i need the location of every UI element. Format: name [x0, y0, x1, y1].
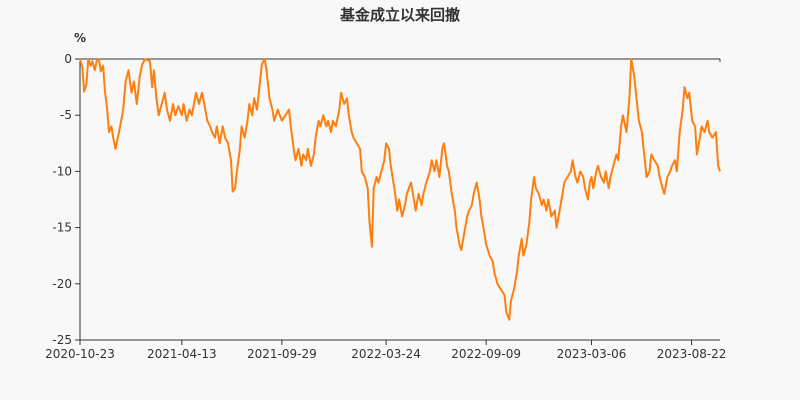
- x-tick-label: 2021-09-29: [247, 347, 317, 361]
- x-tick-label: 2022-03-24: [351, 347, 421, 361]
- y-axis-ticks: 0 -5 -10 -15 -20 -25: [52, 52, 80, 347]
- x-axis-ticks: 2020-10-23 2021-04-13 2021-09-29 2022-03-24…: [45, 340, 726, 361]
- x-tick-label: 2022-09-09: [451, 347, 521, 361]
- y-axis-unit: %: [74, 31, 86, 45]
- y-tick-label: -20: [52, 277, 72, 291]
- y-tick-label: -25: [52, 333, 72, 347]
- y-tick-label: -5: [60, 108, 72, 122]
- chart-title: 基金成立以来回撤: [339, 6, 460, 24]
- x-tick-label: 2020-10-23: [45, 347, 115, 361]
- x-tick-label: 2023-08-22: [657, 347, 727, 361]
- y-tick-label: 0: [64, 52, 72, 66]
- y-tick-label: -10: [52, 164, 72, 178]
- x-tick-label: 2023-03-06: [557, 347, 627, 361]
- x-tick-label: 2021-04-13: [147, 347, 217, 361]
- drawdown-series-line: [79, 58, 721, 321]
- y-tick-label: -15: [52, 221, 72, 235]
